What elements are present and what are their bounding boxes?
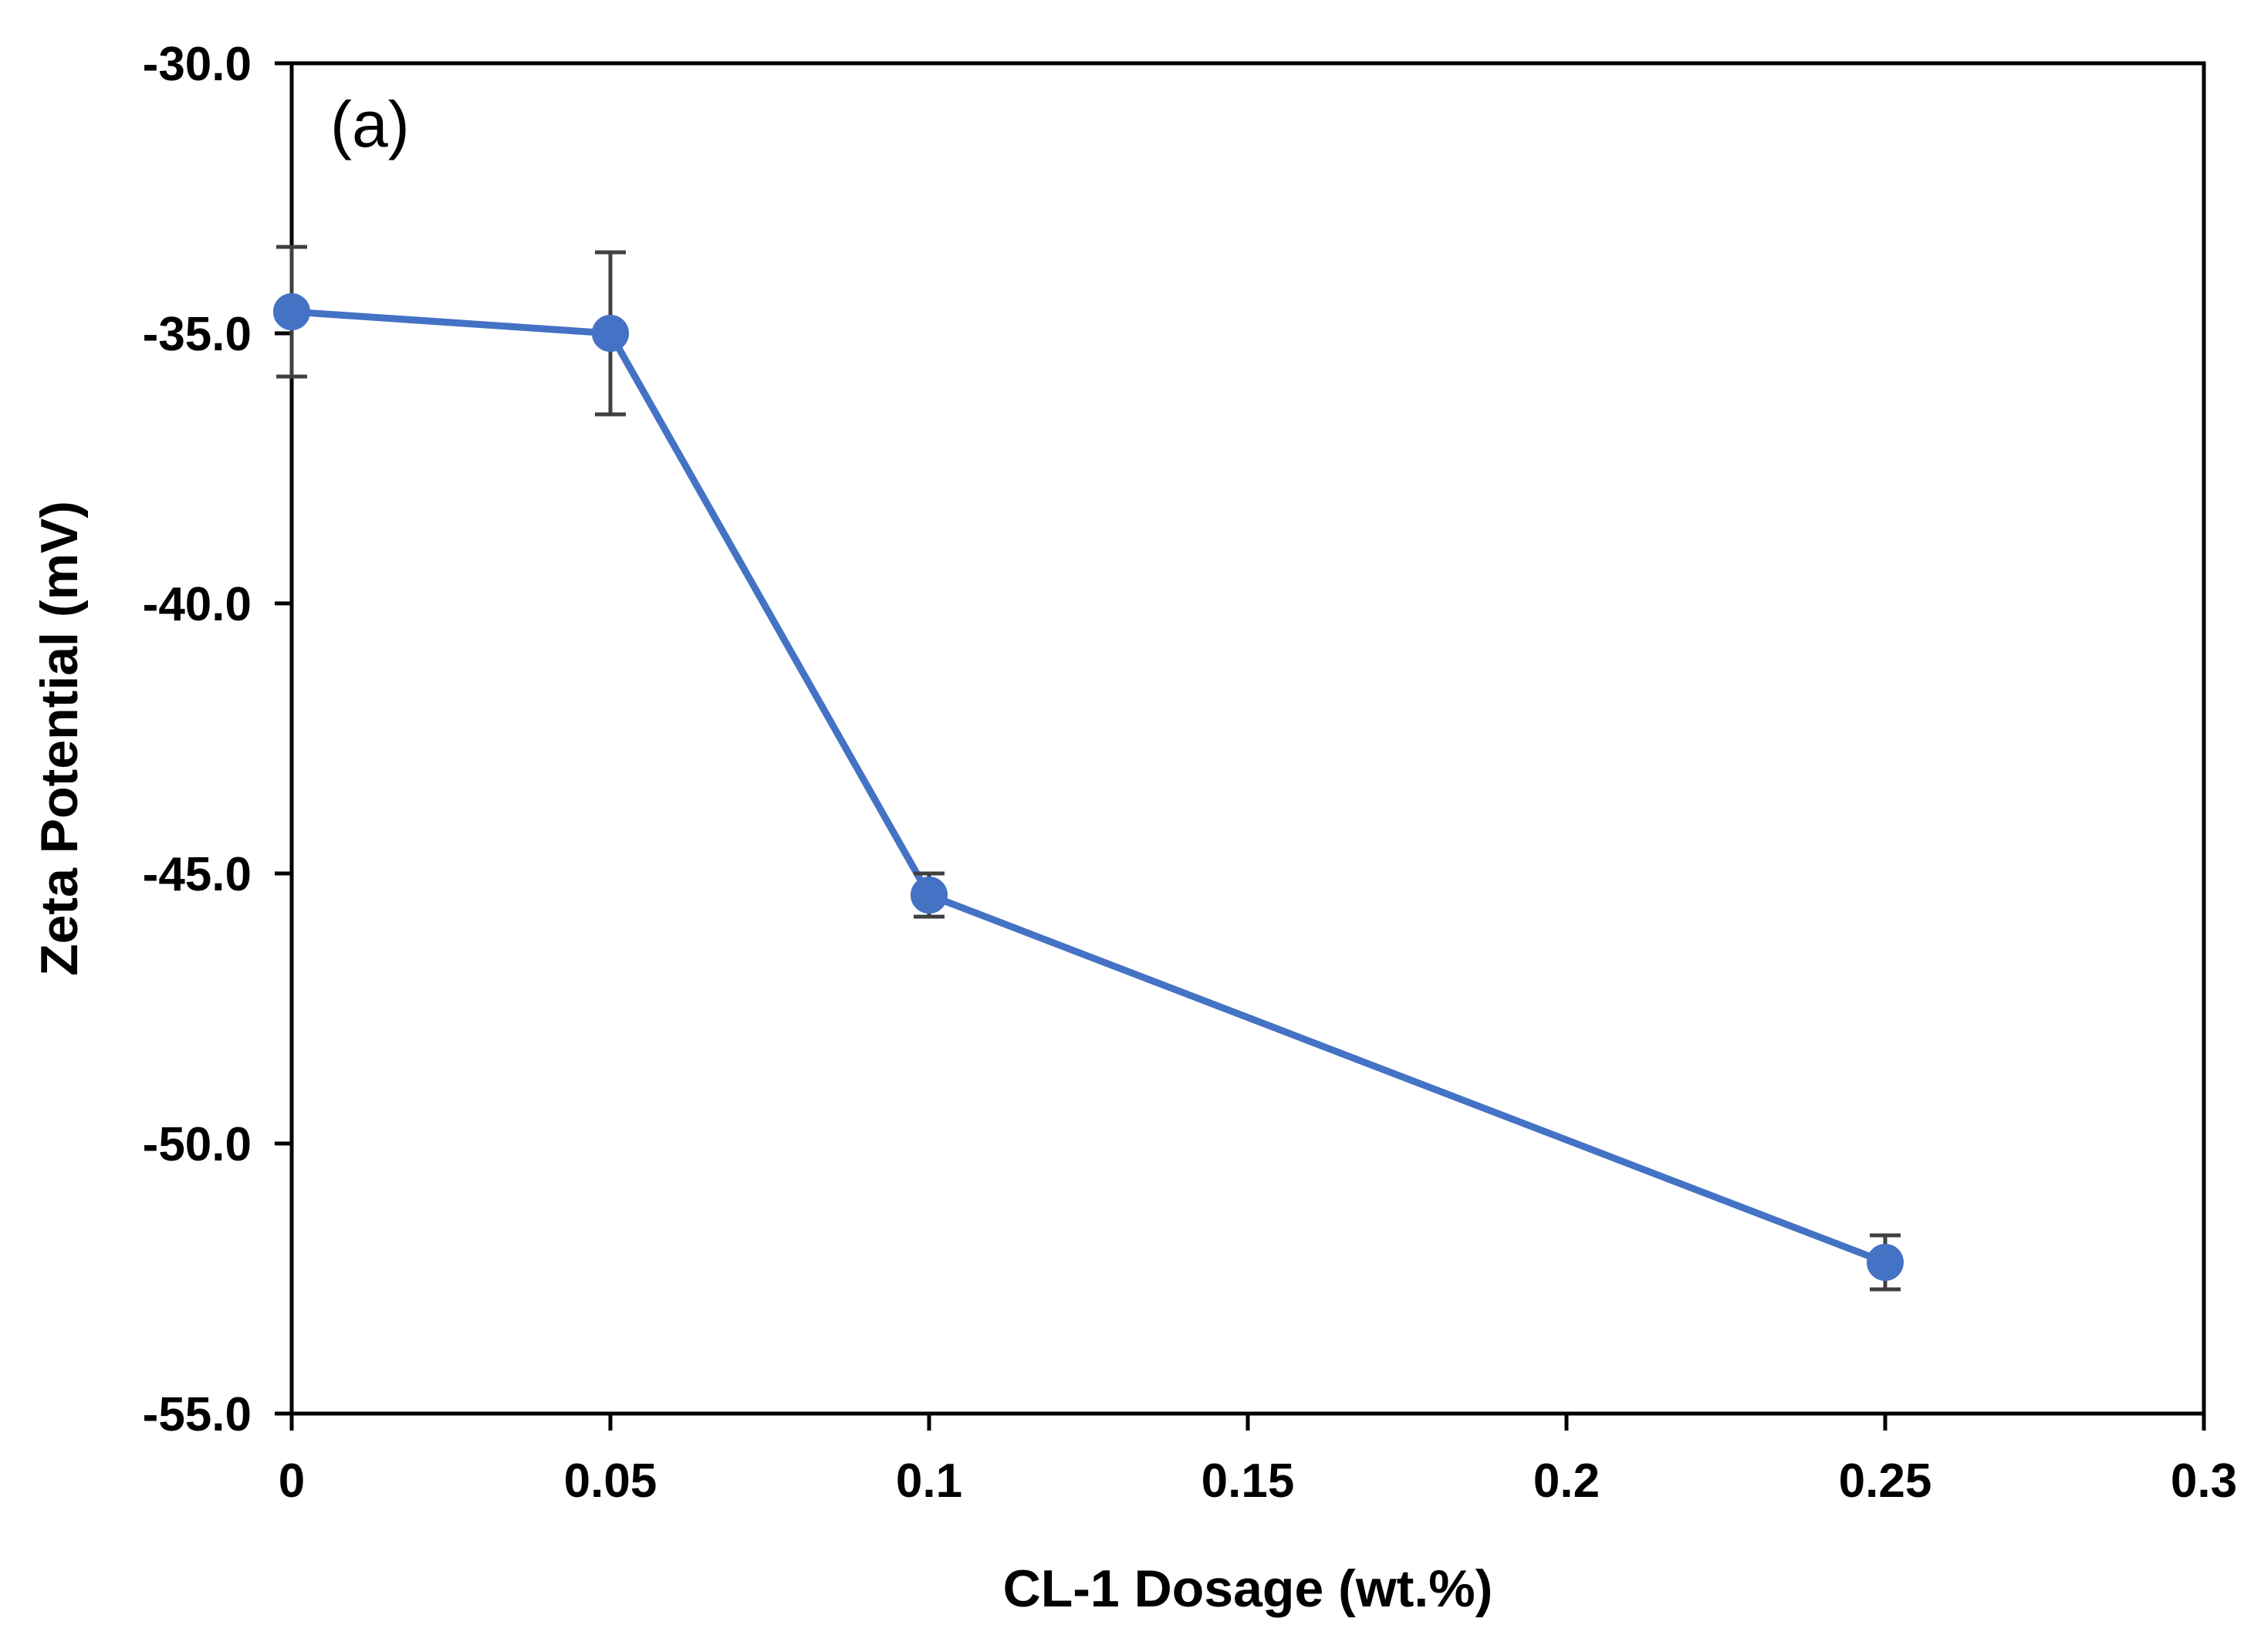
series-layer	[288, 308, 1889, 1266]
data-point	[592, 315, 629, 352]
x-tick-label: 0.25	[1839, 1454, 1932, 1508]
x-axis-title: CL-1 Dosage (wt.%)	[1003, 1559, 1493, 1618]
y-axis-title: Zeta Potential (mV)	[30, 501, 89, 976]
y-tick-label: -50.0	[143, 1118, 252, 1171]
x-tick-label: 0.15	[1201, 1454, 1295, 1508]
data-point	[1867, 1244, 1904, 1281]
data-point	[911, 877, 948, 914]
x-tick-label: 0.05	[564, 1454, 657, 1508]
panel-label: (a)	[330, 88, 410, 160]
y-tick-label: -40.0	[143, 578, 252, 631]
y-tick-label: -45.0	[143, 848, 252, 901]
x-tick-label: 0.2	[1533, 1454, 1600, 1508]
x-tick-label: 0	[279, 1454, 305, 1508]
x-tick-label: 0.3	[2171, 1454, 2237, 1508]
x-axis-ticks: 0 0.05 0.1 0.15 0.2 0.25 0.3	[279, 1414, 2237, 1508]
y-axis-ticks: -30.0 -35.0 -40.0 -45.0 -50.0 -55.0	[143, 38, 292, 1441]
series-line	[288, 308, 1889, 1266]
y-tick-label: -30.0	[143, 38, 252, 91]
y-tick-label: -55.0	[143, 1388, 252, 1441]
x-tick-label: 0.1	[896, 1454, 962, 1508]
markers-layer	[273, 293, 1904, 1281]
data-point	[273, 293, 310, 330]
y-tick-label: -35.0	[143, 308, 252, 361]
